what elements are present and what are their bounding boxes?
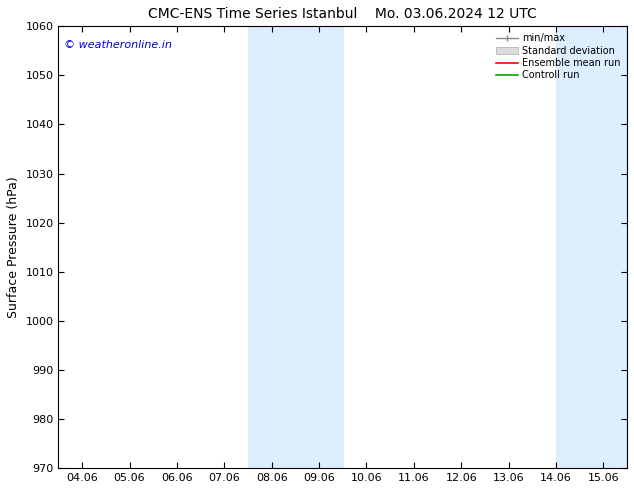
- Legend: min/max, Standard deviation, Ensemble mean run, Controll run: min/max, Standard deviation, Ensemble me…: [495, 31, 622, 82]
- Bar: [556, 26, 627, 468]
- Y-axis label: Surface Pressure (hPa): Surface Pressure (hPa): [7, 176, 20, 318]
- Bar: [248, 26, 295, 468]
- Bar: [295, 26, 343, 468]
- Title: CMC-ENS Time Series Istanbul    Mo. 03.06.2024 12 UTC: CMC-ENS Time Series Istanbul Mo. 03.06.2…: [148, 7, 537, 21]
- Text: © weatheronline.in: © weatheronline.in: [64, 40, 172, 49]
